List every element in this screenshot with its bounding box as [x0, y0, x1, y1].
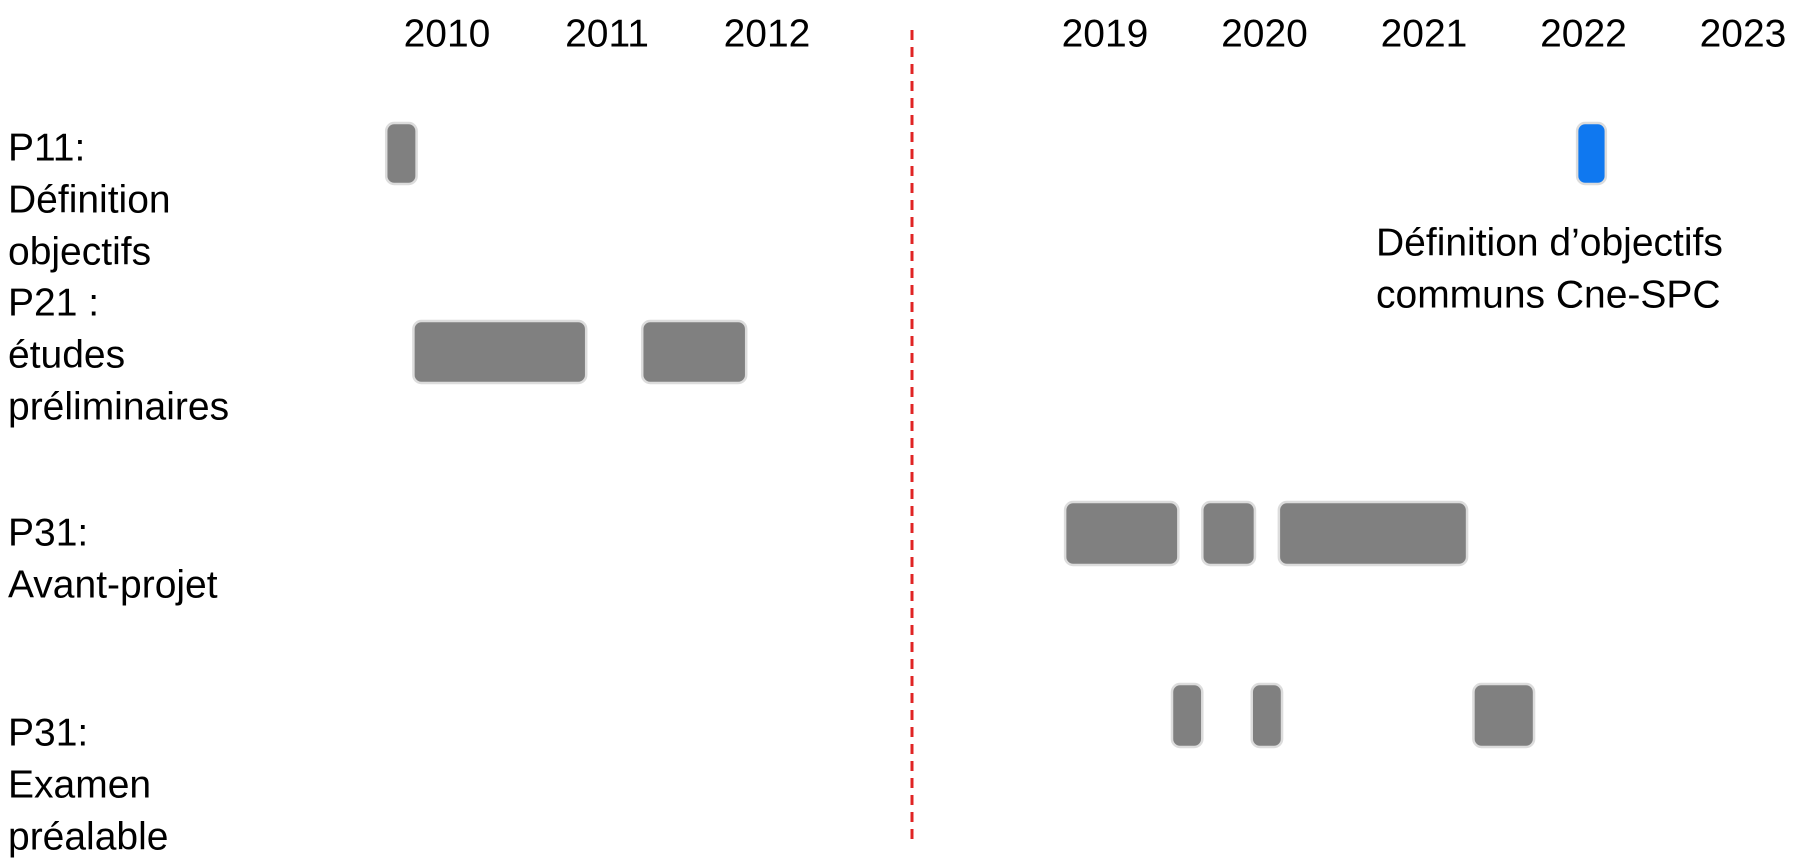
gantt-bars — [384, 121, 1608, 749]
gantt-bar-row2-4 — [640, 319, 748, 385]
year-label-2012: 2012 — [724, 12, 811, 55]
row-labels: P11: Définition objectifs P21 : études prélim… — [8, 126, 229, 858]
gantt-bar-row4-8 — [1170, 682, 1204, 749]
gantt-bar-row2-3 — [412, 319, 588, 385]
year-label-2022: 2022 — [1540, 12, 1627, 55]
year-label-2010: 2010 — [404, 12, 491, 55]
row-label-4: P31: Examen préalable — [8, 711, 168, 858]
gantt-bar-row1-1 — [384, 121, 418, 186]
row-label-line: Définition — [8, 178, 171, 221]
row-label-line: préalable — [8, 815, 168, 858]
gantt-bar-row3-6 — [1201, 500, 1257, 567]
row-label-2: P21 : études préliminaires — [8, 281, 229, 428]
row-label-line: objectifs — [8, 230, 151, 273]
row-label-line: P31: — [8, 511, 88, 554]
annotation-line: Définition d’objectifs — [1376, 221, 1723, 264]
row-label-line: Examen — [8, 763, 151, 806]
row-label-line: préliminaires — [8, 385, 229, 428]
annotation-line: communs Cne-SPC — [1376, 273, 1721, 316]
row-label-line: P11: — [8, 126, 85, 169]
year-label-2019: 2019 — [1062, 12, 1149, 55]
annotation-1: Définition d’objectifs communs Cne-SPC — [1376, 221, 1723, 316]
row-label-line: études — [8, 333, 125, 376]
gantt-bar-row3-5 — [1063, 500, 1180, 567]
gantt-bar-row4-10 — [1472, 682, 1536, 749]
gantt-bar-row4-9 — [1250, 682, 1284, 749]
row-label-line: P31: — [8, 711, 88, 754]
gantt-bar-row3-7 — [1277, 500, 1469, 567]
x-axis-year-labels: 2010 2011 2012 2019 2020 2021 2022 2023 — [404, 12, 1787, 55]
chart-annotations: Définition d’objectifs communs Cne-SPC — [1376, 221, 1723, 316]
row-label-1: P11: Définition objectifs — [8, 126, 171, 273]
gantt-bar-row1-2 — [1575, 121, 1608, 186]
year-label-2011: 2011 — [565, 12, 649, 55]
row-label-line: P21 : — [8, 281, 99, 324]
year-label-2020: 2020 — [1221, 12, 1308, 55]
row-label-3: P31: Avant-projet — [8, 511, 218, 606]
year-label-2023: 2023 — [1700, 12, 1787, 55]
year-label-2021: 2021 — [1381, 12, 1468, 55]
row-label-line: Avant-projet — [8, 563, 218, 606]
